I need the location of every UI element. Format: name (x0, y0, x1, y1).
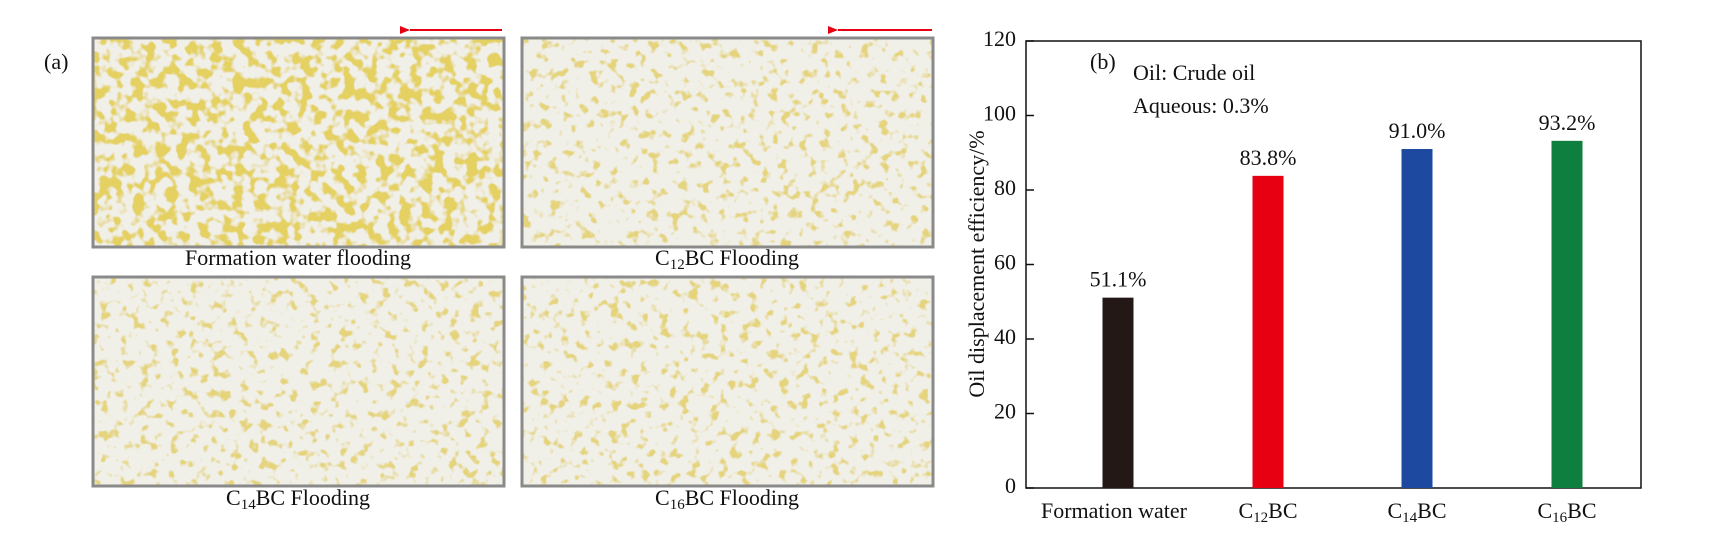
x-tick-label: Formation water (1041, 498, 1188, 523)
y-tick-label: 40 (994, 324, 1016, 349)
image-panel: Formation water flooding C12BC Flooding C1… (91, 36, 935, 513)
bar (1401, 149, 1433, 488)
x-tick-label: C16BC (1537, 498, 1596, 526)
bar (1551, 140, 1583, 488)
y-tick-label: 0 (1005, 473, 1016, 498)
image-border (520, 275, 935, 488)
annotation: Aqueous: 0.3% (1133, 93, 1269, 118)
value-label: 91.0% (1389, 118, 1446, 143)
y-tick-label: 100 (983, 101, 1016, 126)
y-tick-label: 60 (994, 250, 1016, 275)
image-border (91, 275, 506, 488)
x-tick-label: C12BC (1238, 498, 1297, 526)
value-label: 83.8% (1240, 145, 1297, 170)
micromodel-image (93, 277, 504, 486)
bar (1102, 297, 1134, 488)
panel-label: (a) (44, 49, 68, 74)
y-tick-label: 80 (994, 175, 1016, 200)
image-border (91, 36, 506, 249)
image-border (520, 36, 935, 249)
annotation: Oil: Crude oil (1133, 60, 1255, 85)
y-tick-label: 20 (994, 399, 1016, 424)
image-caption: C12BC Flooding (655, 245, 799, 273)
value-label: 51.1% (1090, 267, 1147, 292)
image-caption: Formation water flooding (185, 245, 411, 270)
image-caption: C16BC Flooding (655, 485, 799, 513)
value-label: 93.2% (1539, 110, 1596, 135)
y-tick-label: 120 (983, 26, 1016, 51)
x-tick-label: C14BC (1387, 498, 1446, 526)
y-axis-label: Oil displacement efficiency/% (964, 130, 989, 397)
micromodel-image (522, 277, 933, 486)
bar (1252, 175, 1284, 488)
image-caption: C14BC Flooding (226, 485, 370, 513)
micromodel-image (93, 38, 504, 247)
micromodel-image (522, 38, 933, 247)
panel-label: (b) (1090, 49, 1116, 74)
